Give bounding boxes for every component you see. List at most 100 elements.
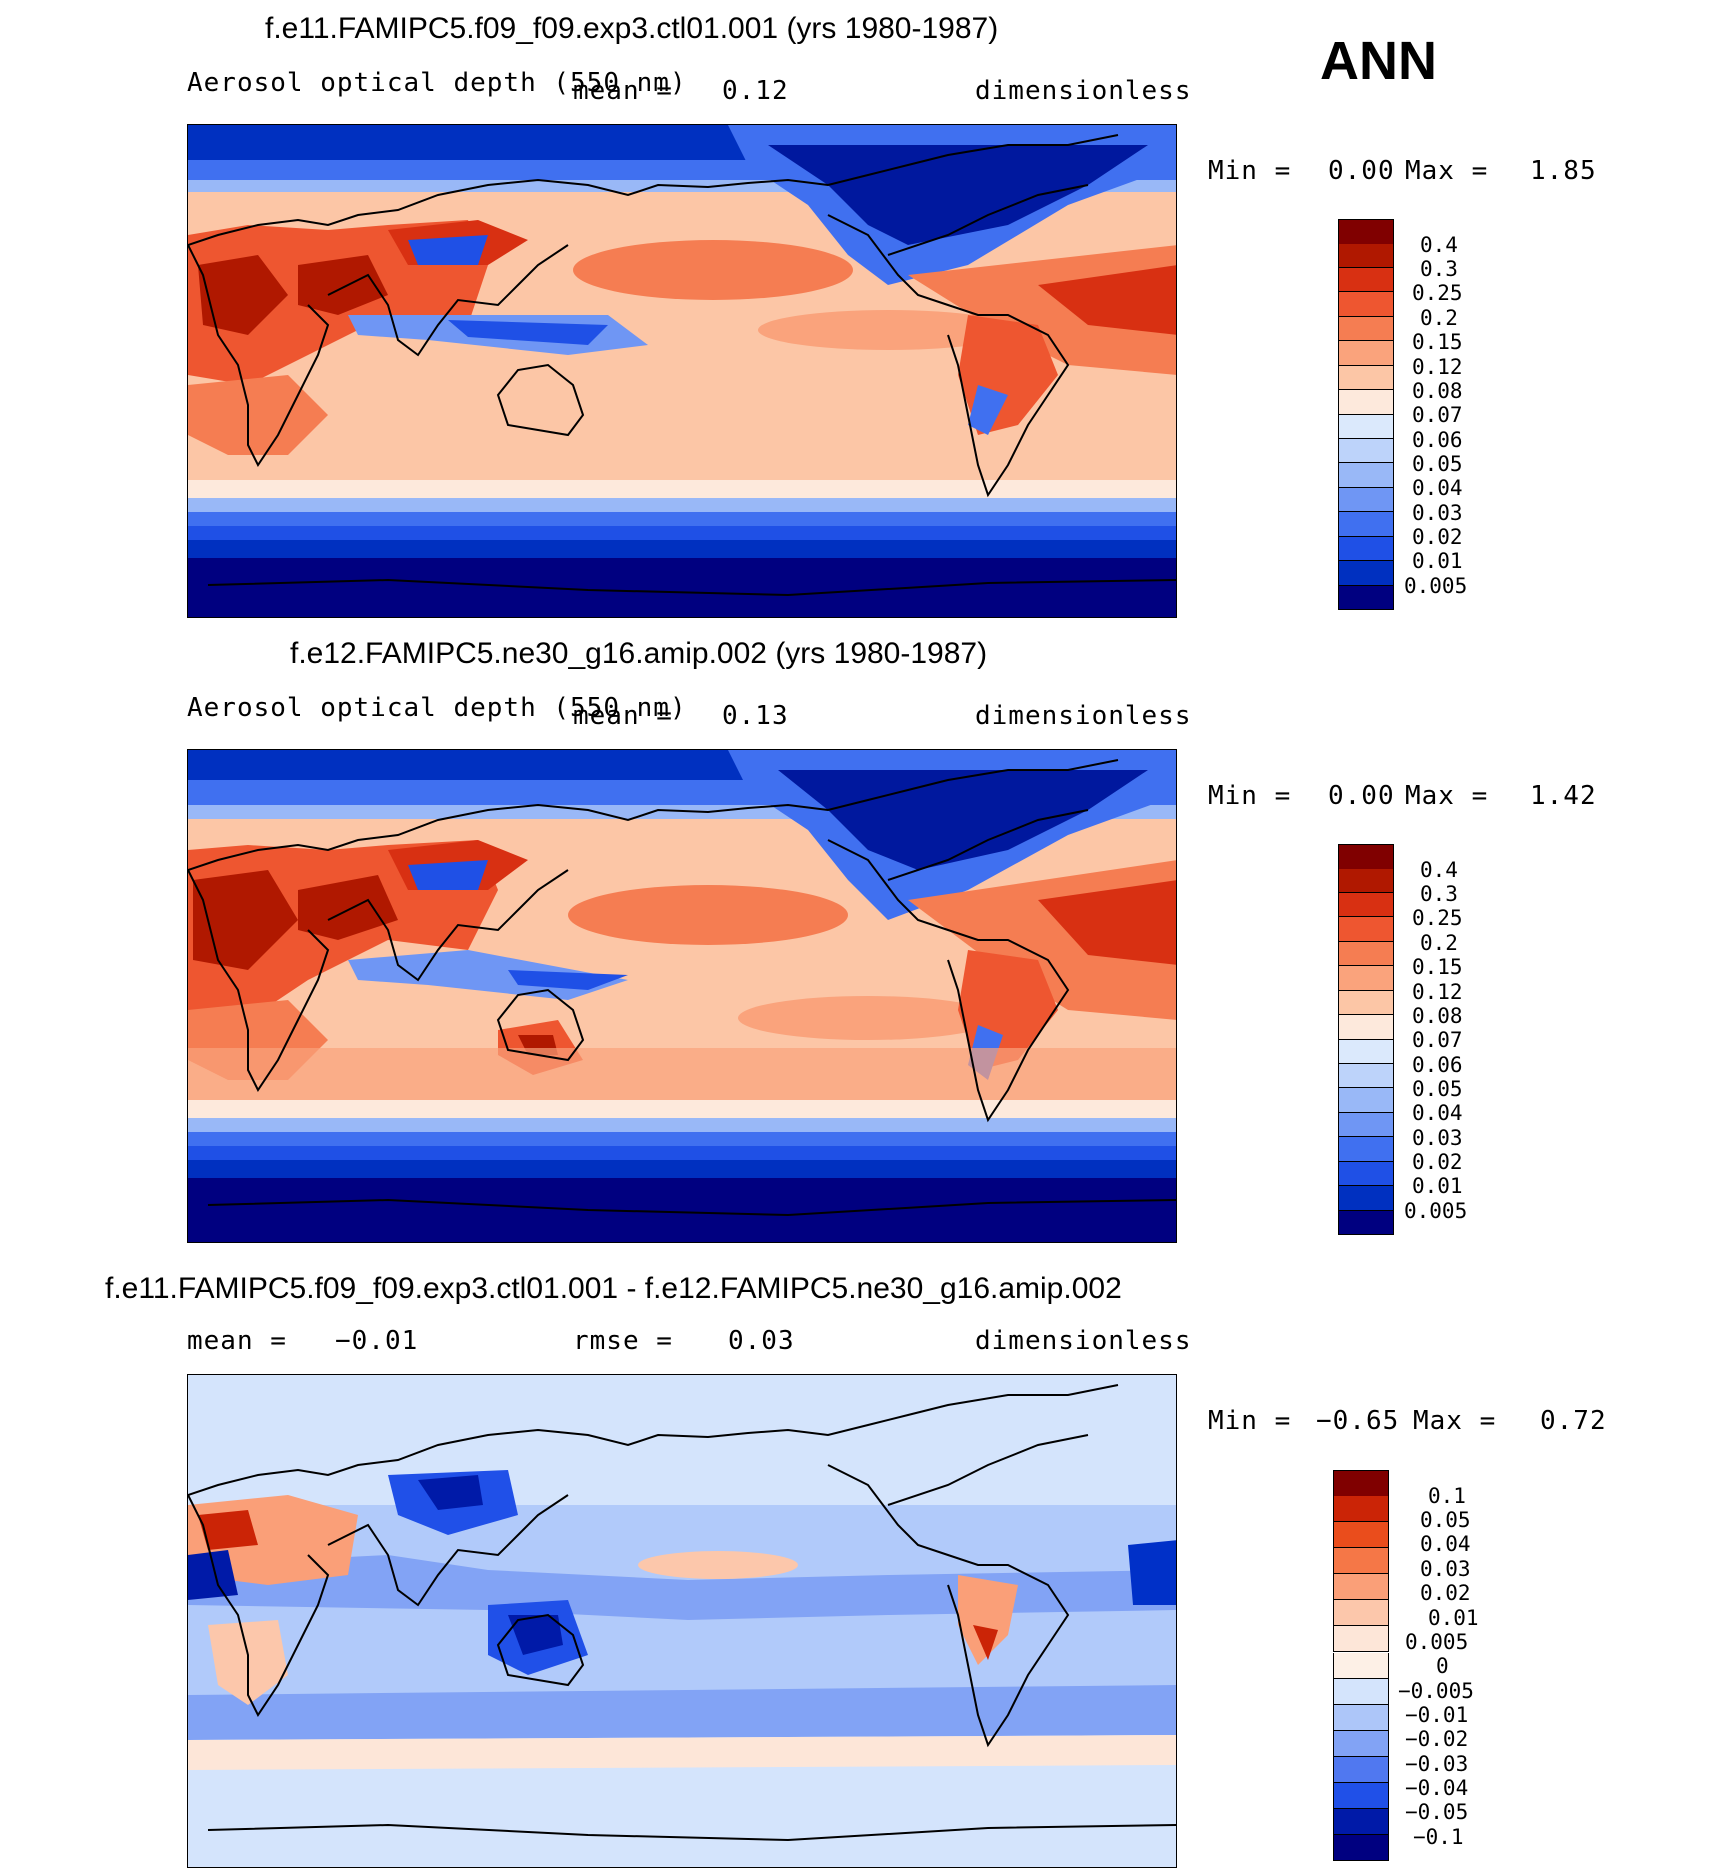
cb2-cell — [1338, 1112, 1394, 1138]
panel-1-so-4 — [188, 526, 1176, 540]
panel-2-so-3 — [188, 1132, 1176, 1146]
panel-3-min-value: −0.65 — [1316, 1406, 1400, 1436]
panel-1-australia — [498, 365, 578, 430]
cb3-tick: −0.005 — [1398, 1679, 1474, 1703]
cb3-tick: −0.05 — [1405, 1800, 1469, 1824]
cb1-tick: 0.005 — [1404, 574, 1468, 598]
cb1-tick: 0.25 — [1412, 281, 1463, 305]
panel-3-coast-na-east — [887, 1434, 1089, 1506]
panel-2-so-2 — [188, 1118, 1176, 1132]
cb3-tick: −0.04 — [1405, 1776, 1469, 1800]
cb2-cell — [1338, 966, 1394, 991]
panel-2-coast-americas — [827, 839, 1070, 1123]
panel-1-na-deep — [768, 145, 1148, 245]
panel-3-rmse-value: 0.03 — [728, 1326, 795, 1356]
panel-2-map — [187, 749, 1177, 1243]
cb2-tick: 0.07 — [1412, 1028, 1463, 1052]
cb1-tick: 0.01 — [1412, 549, 1463, 573]
panel-1-coast-antarctica — [207, 578, 1176, 597]
cb2-cell — [1338, 1088, 1394, 1113]
cb1-cell — [1338, 512, 1394, 537]
panel-2-antarctic — [188, 1178, 1176, 1242]
cb3-cell — [1333, 1730, 1389, 1757]
cb3-tick: 0 — [1436, 1654, 1449, 1678]
panel-3-coast-south-asia — [327, 1494, 569, 1607]
panel-1-npac-plume — [573, 240, 853, 300]
panel-3-mean-label: mean = — [187, 1326, 287, 1356]
cb1-tick: 0.03 — [1412, 501, 1463, 525]
panel-3-units: dimensionless — [975, 1326, 1192, 1356]
panel-3-asia-neg-core — [418, 1475, 483, 1510]
panel-1-so-5 — [188, 540, 1176, 558]
cb3-cell — [1333, 1756, 1389, 1783]
cb3-tick: 0.05 — [1420, 1508, 1471, 1532]
panel-3-coast-americas — [827, 1464, 1070, 1748]
cb3-tick: −0.01 — [1405, 1703, 1469, 1727]
panel-3-itcz-neg — [188, 1555, 1176, 1620]
cb2-cell — [1338, 1186, 1394, 1211]
panel-1-colorbar — [1338, 219, 1394, 610]
panel-1-min-value: 0.00 — [1328, 156, 1395, 186]
season-label: ANN — [1320, 31, 1437, 91]
panel-3-coast-africa — [188, 1494, 330, 1717]
panel-3-so-neg — [188, 1685, 1176, 1740]
cb2-tick: 0.06 — [1412, 1053, 1463, 1077]
cb2-tick: 0.005 — [1404, 1199, 1468, 1223]
cb2-tick: 0.12 — [1412, 980, 1463, 1004]
panel-3-min-label: Min = — [1208, 1406, 1292, 1436]
panel-2-na-deep — [778, 770, 1148, 870]
panel-1-variable: Aerosol optical depth (550 nm) — [187, 68, 687, 98]
cb2-cell — [1338, 1015, 1394, 1040]
panel-3-coast-australia — [496, 1613, 585, 1687]
panel-2-tibet-low — [408, 860, 488, 890]
cb1-tick: 0.3 — [1420, 257, 1458, 281]
panel-2-sahara-core — [193, 870, 298, 970]
panel-2-min-value: 0.00 — [1328, 781, 1395, 811]
panel-2-coast-na-east — [887, 809, 1089, 881]
cb2-tick: 0.25 — [1412, 906, 1463, 930]
panel-1-max-label: Max = — [1405, 156, 1489, 186]
cb3-tick: −0.1 — [1413, 1825, 1464, 1849]
panel-1-wp-low-core — [448, 320, 608, 345]
panel-3-so-pos — [188, 1735, 1176, 1770]
cb3-cell — [1333, 1704, 1389, 1731]
panel-2-coast-australia — [496, 988, 585, 1062]
panel-2-atlantic-core — [1038, 880, 1176, 965]
panel-1-coast-australia — [496, 363, 585, 437]
cb3-cell — [1333, 1678, 1389, 1705]
cb1-tick: 0.04 — [1412, 476, 1463, 500]
cb1-cell — [1338, 536, 1394, 562]
cb1-cell — [1338, 316, 1394, 342]
cb3-cell — [1333, 1522, 1389, 1549]
panel-1-antarctic — [188, 558, 1176, 617]
cb3-tick: 0.005 — [1405, 1630, 1469, 1654]
panel-1-tibet-low — [408, 235, 488, 265]
panel-1-map — [187, 124, 1177, 618]
panel-1-title: f.e11.FAMIPC5.f09_f09.exp3.ctl01.001 (yr… — [265, 12, 999, 45]
cb3-cell — [1333, 1574, 1389, 1601]
cb1-cell — [1338, 219, 1394, 245]
cb2-tick: 0.01 — [1412, 1174, 1463, 1198]
cb3-cell — [1333, 1808, 1389, 1835]
cb3-cell — [1333, 1470, 1389, 1498]
panel-1-andes-low — [968, 385, 1008, 435]
panel-3-coast-north — [188, 1384, 1119, 1496]
panel-1-field — [188, 125, 1176, 617]
panel-2-coastlines — [188, 759, 1176, 1217]
panel-3-rmse-label: rmse = — [573, 1326, 673, 1356]
cb2-cell — [1338, 917, 1394, 942]
cb2-tick: 0.04 — [1412, 1101, 1463, 1125]
panel-1-so-3 — [188, 512, 1176, 526]
panel-2-arabia-core — [298, 875, 398, 940]
panel-1-arabia-core — [298, 255, 388, 315]
cb2-cell — [1338, 868, 1394, 893]
cb1-cell — [1338, 585, 1394, 610]
panel-2-mean-label: mean = — [573, 701, 673, 731]
panel-2-variable: Aerosol optical depth (550 nm) — [187, 693, 687, 723]
panel-1-min-label: Min = — [1208, 156, 1292, 186]
cb3-cell — [1333, 1652, 1389, 1679]
cb2-tick: 0.15 — [1412, 955, 1463, 979]
cb1-cell — [1338, 438, 1394, 464]
panel-3-east-edge-neg — [1128, 1540, 1176, 1605]
cb3-cell — [1333, 1626, 1389, 1653]
